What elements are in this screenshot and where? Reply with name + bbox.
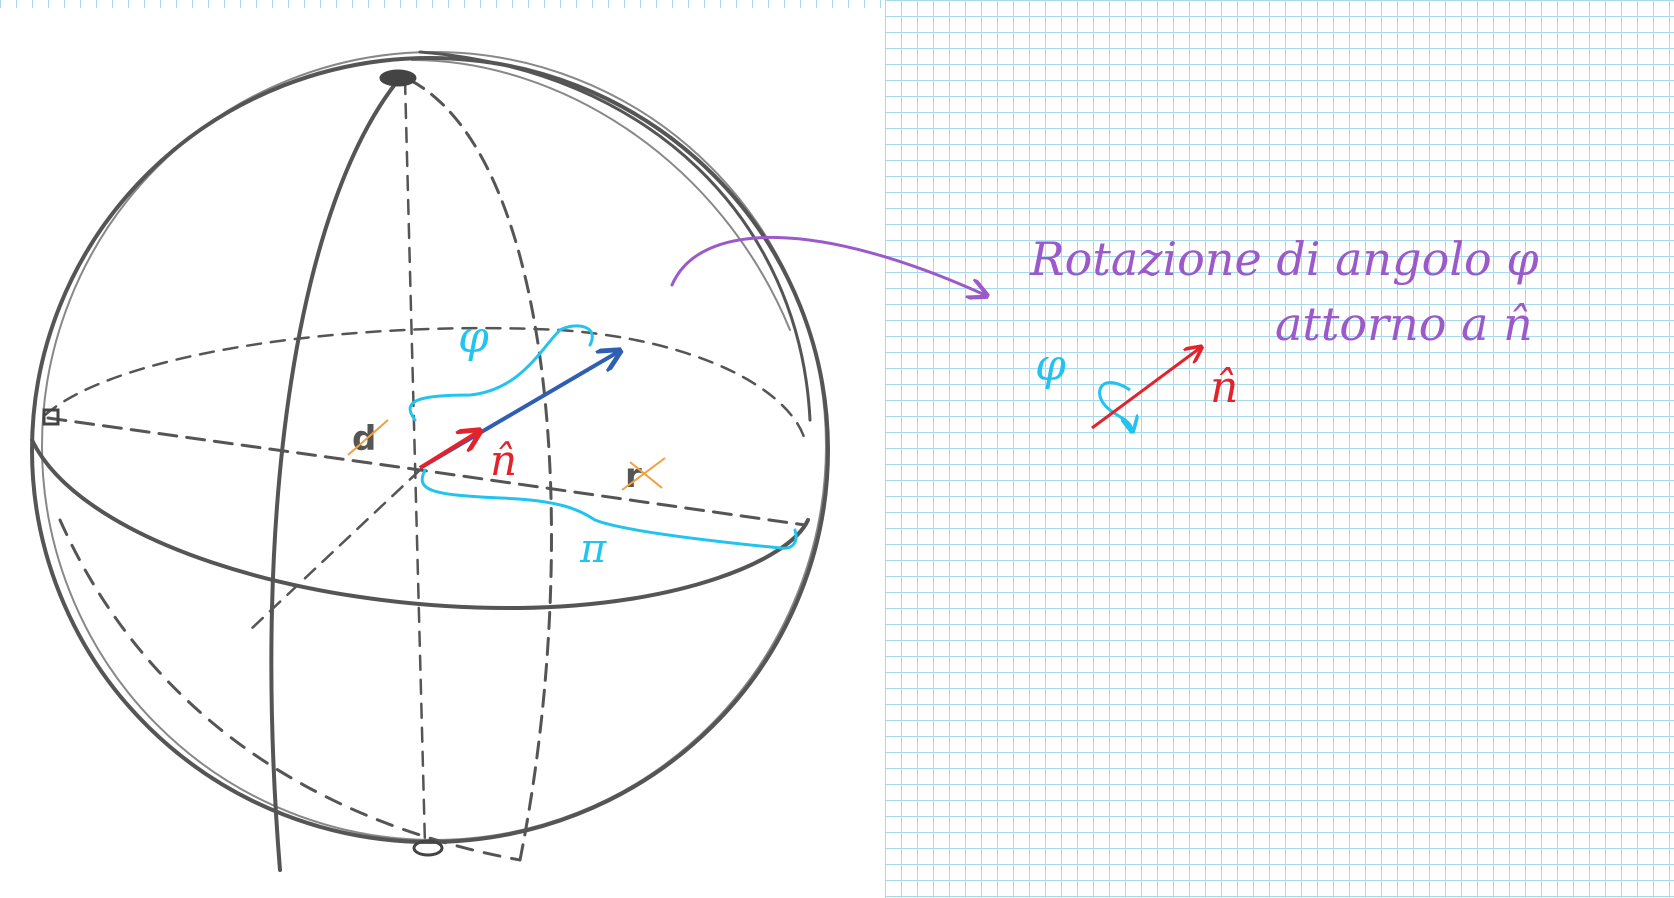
legend-phi: φ [1035, 340, 1066, 391]
legend-n: n̂ [1210, 362, 1238, 413]
graph-paper-top-strip [0, 0, 885, 8]
cross-d [347, 419, 389, 456]
label-phi: φ [458, 312, 489, 363]
sphere-outline [30, 50, 830, 844]
annotation-line1: Rotazione di angolo φ [1029, 232, 1539, 286]
cross-r-2 [629, 461, 663, 489]
legend-n-arrow [1091, 348, 1200, 430]
phi-brace [408, 324, 594, 422]
equator [30, 326, 810, 611]
label-d: d [352, 419, 376, 459]
annotation-line2: attorno a n̂ [1275, 297, 1533, 351]
legend-rotation-icon [1098, 381, 1132, 430]
purple-pointer-arrow [670, 236, 985, 295]
n-arrow [418, 432, 478, 470]
label-r: r [625, 456, 642, 496]
poles [42, 69, 444, 857]
pi-brace [420, 468, 798, 550]
graph-paper-background [885, 0, 1674, 898]
label-pi: π [579, 526, 607, 572]
meridians [46, 76, 807, 872]
label-n: n̂ [490, 436, 517, 485]
